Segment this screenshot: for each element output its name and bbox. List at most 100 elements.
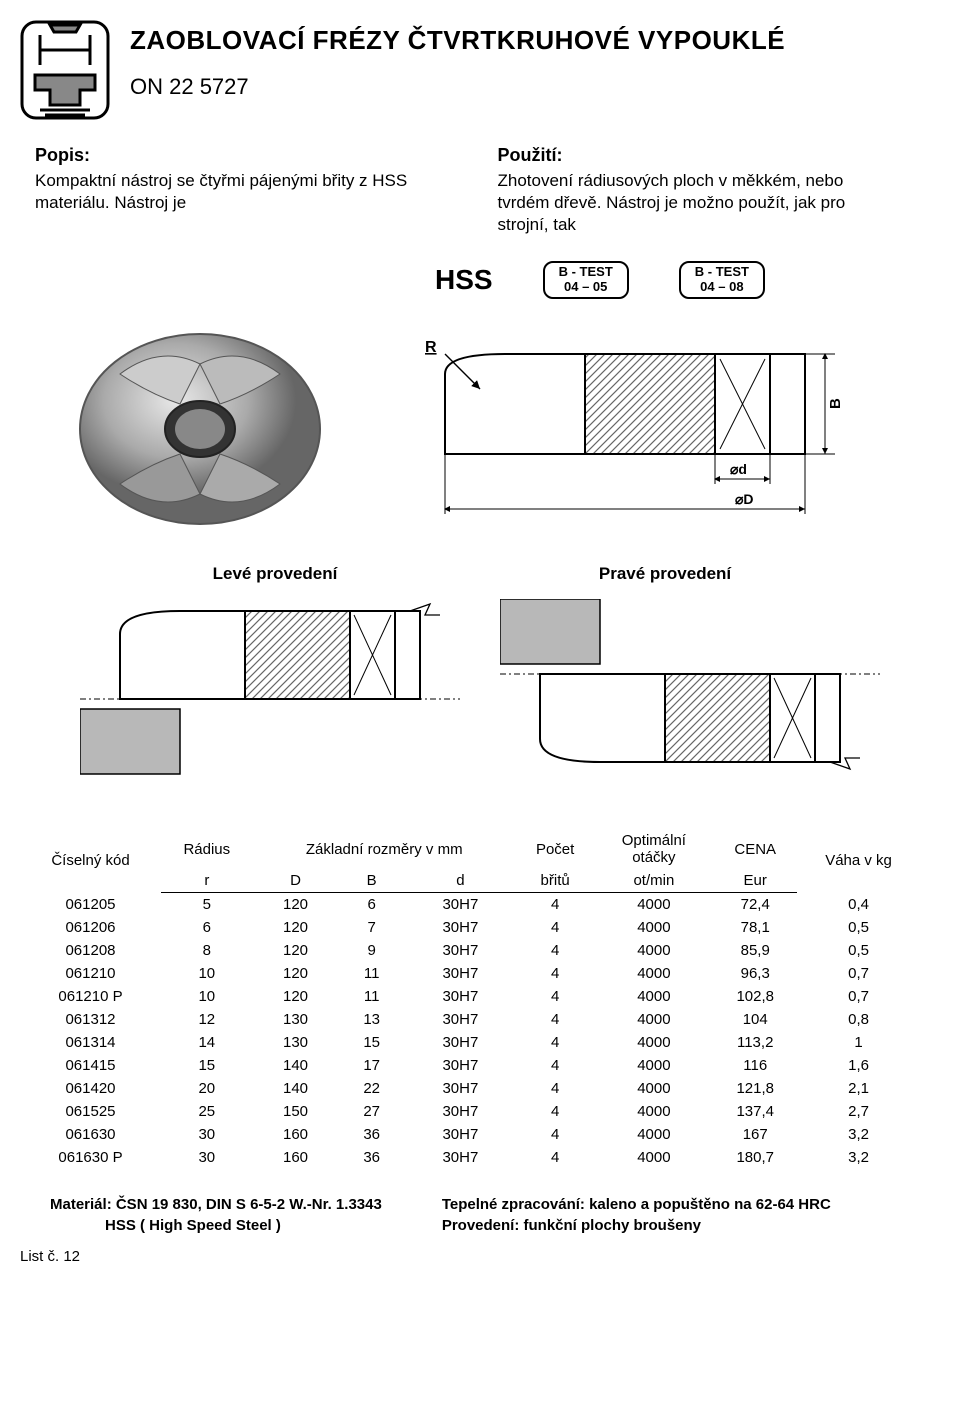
cell-w: 3,2 [797,1146,920,1169]
hss-label: HSS [435,264,493,296]
btest2-l1: B - TEST [695,265,749,280]
footer-left: Materiál: ČSN 19 830, DIN S 6-5-2 W.-Nr.… [50,1194,382,1236]
right-profile [500,599,880,779]
cell-w: 0,4 [797,893,920,917]
cell-D: 120 [253,939,339,962]
pouziti-head: Použití: [498,145,881,166]
cell-r: 30 [161,1146,253,1169]
cell-D: 130 [253,1031,339,1054]
cell-n: 4 [516,1031,595,1054]
description-row: Popis: Kompaktní nástroj se čtyřmi pájen… [20,145,920,236]
diag-D: ⌀D [735,491,754,507]
table-row: 061420201402230H744000121,82,1 [20,1077,920,1100]
cell-r: 6 [161,916,253,939]
cell-D: 140 [253,1054,339,1077]
cell-d: 30H7 [405,916,516,939]
cell-w: 0,7 [797,985,920,1008]
cell-d: 30H7 [405,1100,516,1123]
table-body: 0612055120630H74400072,40,40612066120730… [20,893,920,1170]
diag-R: R [425,339,437,356]
footer-left1: Materiál: ČSN 19 830, DIN S 6-5-2 W.-Nr.… [50,1196,382,1213]
cell-n: 4 [516,893,595,917]
th-code: Číselný kód [20,829,161,893]
cell-price: 104 [713,1008,797,1031]
footer-left2: HSS ( High Speed Steel ) [105,1217,281,1234]
cell-r: 10 [161,962,253,985]
cell-n: 4 [516,962,595,985]
th-radius: Rádius [161,829,253,869]
cell-w: 0,7 [797,962,920,985]
cell-d: 30H7 [405,939,516,962]
cell-rpm: 4000 [594,1100,713,1123]
cell-code: 061314 [20,1031,161,1054]
cell-n: 4 [516,1077,595,1100]
image-diagram-row: R B ⌀d ⌀D [20,314,920,534]
cell-D: 150 [253,1100,339,1123]
cell-code: 061630 P [20,1146,161,1169]
cell-code: 061630 [20,1123,161,1146]
cell-n: 4 [516,1008,595,1031]
table-row: 0612088120930H74400085,90,5 [20,939,920,962]
pouziti-text: Zhotovení rádiusových ploch v měkkém, ne… [498,170,881,236]
cell-B: 15 [338,1031,404,1054]
cell-B: 36 [338,1146,404,1169]
table-row: 0612055120630H74400072,40,4 [20,893,920,917]
table-row: 061630301603630H7440001673,2 [20,1123,920,1146]
cell-D: 120 [253,916,339,939]
cell-d: 30H7 [405,1123,516,1146]
btest-box-1: B - TEST 04 – 05 [543,261,629,299]
page: ZAOBLOVACÍ FRÉZY ČTVRTKRUHOVÉ VYPOUKLÉ O… [0,0,960,1285]
th-weight: Váha v kg [797,829,920,893]
cell-rpm: 4000 [594,939,713,962]
cell-n: 4 [516,985,595,1008]
cell-r: 5 [161,893,253,917]
footer-right: Tepelné zpracování: kaleno a popuštěno n… [442,1194,831,1236]
cell-n: 4 [516,939,595,962]
th-opt: Optimální otáčky [594,829,713,869]
footer-right2: Provedení: funkční plochy broušeny [442,1217,701,1234]
right-variant-label: Pravé provedení [470,564,860,584]
cell-code: 061210 [20,962,161,985]
cell-price: 102,8 [713,985,797,1008]
top-diagram: R B ⌀d ⌀D [370,334,880,534]
btest2-l2: 04 – 08 [695,280,749,295]
diag-B: B [827,398,844,409]
cell-price: 85,9 [713,939,797,962]
th-d: d [405,869,516,893]
cell-price: 137,4 [713,1100,797,1123]
tool-photo [60,314,340,534]
cell-B: 13 [338,1008,404,1031]
cell-d: 30H7 [405,985,516,1008]
cell-rpm: 4000 [594,916,713,939]
table-row: 061312121301330H7440001040,8 [20,1008,920,1031]
left-profile [80,599,460,779]
th-r: r [161,869,253,893]
table-row: 061415151401730H7440001161,6 [20,1054,920,1077]
table-row: 061314141301530H744000113,21 [20,1031,920,1054]
cell-B: 17 [338,1054,404,1077]
th-count: Počet [516,829,595,869]
main-title: ZAOBLOVACÍ FRÉZY ČTVRTKRUHOVÉ VYPOUKLÉ [130,25,920,56]
popis-head: Popis: [35,145,418,166]
table-row: 061210 P101201130H744000102,80,7 [20,985,920,1008]
cell-D: 140 [253,1077,339,1100]
th-dims: Základní rozměry v mm [253,829,516,869]
footer-right1: Tepelné zpracování: kaleno a popuštěno n… [442,1196,831,1213]
cell-code: 061312 [20,1008,161,1031]
cell-d: 30H7 [405,1008,516,1031]
popis-left: Popis: Kompaktní nástroj se čtyřmi pájen… [35,145,418,236]
cell-B: 6 [338,893,404,917]
btest-box-2: B - TEST 04 – 08 [679,261,765,299]
cell-r: 14 [161,1031,253,1054]
cell-d: 30H7 [405,1146,516,1169]
popis-text: Kompaktní nástroj se čtyřmi pájenými bři… [35,170,418,214]
footer: Materiál: ČSN 19 830, DIN S 6-5-2 W.-Nr.… [20,1194,920,1236]
cell-d: 30H7 [405,1077,516,1100]
cell-code: 061206 [20,916,161,939]
cell-B: 11 [338,985,404,1008]
cell-rpm: 4000 [594,1123,713,1146]
cell-r: 15 [161,1054,253,1077]
cell-rpm: 4000 [594,893,713,917]
table-row: 061210101201130H74400096,30,7 [20,962,920,985]
cell-rpm: 4000 [594,985,713,1008]
